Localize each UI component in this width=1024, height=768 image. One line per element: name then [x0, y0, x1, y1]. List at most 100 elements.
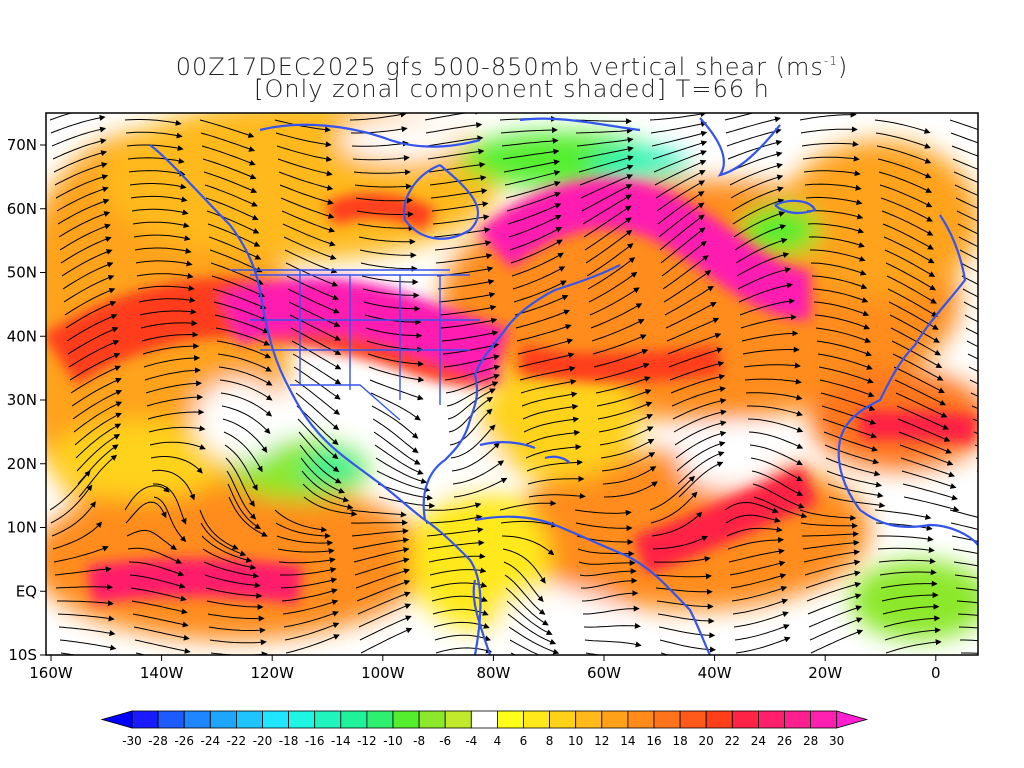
- streamline: [901, 470, 957, 489]
- streamline: [432, 214, 490, 225]
- streamline: [654, 159, 707, 186]
- streamline: [504, 170, 561, 186]
- streamline: [673, 409, 727, 433]
- streamline: [515, 309, 571, 329]
- streamline: [954, 574, 978, 579]
- streamline: [355, 197, 413, 204]
- streamline: [878, 171, 932, 193]
- streamline: [818, 366, 874, 384]
- streamline: [503, 159, 560, 173]
- colorbar-swatch: [810, 710, 838, 729]
- streamline: [803, 170, 861, 177]
- streamline: [214, 314, 270, 334]
- streamline: [204, 574, 261, 589]
- streamline: [509, 227, 563, 251]
- streamline: [508, 215, 562, 238]
- streamline: [577, 146, 634, 160]
- streamline: [302, 483, 354, 510]
- streamline: [580, 174, 634, 199]
- streamline: [292, 353, 342, 385]
- streamline: [437, 279, 495, 290]
- streamline: [131, 208, 189, 216]
- streamline: [499, 500, 557, 511]
- streamline: [977, 484, 978, 485]
- streamline: [880, 197, 933, 222]
- streamline: [579, 568, 637, 577]
- streamline: [209, 639, 267, 646]
- lon-tick-label: 140W: [140, 664, 184, 682]
- streamline: [276, 535, 334, 546]
- streamline: [365, 327, 423, 339]
- streamline: [427, 148, 485, 160]
- streamline: [821, 405, 877, 425]
- longitude-axis: 160W 140W 120W 100W 80W 60W 40W 20W 0: [29, 655, 941, 682]
- plot-frame: [45, 112, 979, 656]
- streamline: [584, 639, 642, 648]
- streamline: [368, 366, 425, 383]
- streamline: [513, 280, 567, 303]
- streamline: [426, 527, 484, 537]
- streamline: [445, 373, 500, 394]
- streamline: [522, 403, 579, 420]
- streamline: [53, 545, 109, 563]
- streamline: [650, 491, 698, 524]
- colorbar-label: -12: [357, 734, 377, 748]
- streamline: [674, 420, 727, 446]
- streamline: [377, 483, 433, 501]
- streamline: [823, 431, 878, 452]
- streamline: [523, 416, 580, 433]
- streamline: [349, 509, 407, 518]
- streamline: [281, 588, 338, 602]
- streamline: [814, 314, 871, 330]
- lon-tick-label: 80W: [476, 664, 510, 682]
- streamline: [276, 145, 333, 162]
- streamline: [667, 332, 722, 355]
- streamline: [202, 548, 257, 571]
- colorbar-label: -10: [383, 734, 403, 748]
- streamline: [959, 249, 978, 260]
- streamline: [129, 183, 187, 190]
- streamline: [659, 214, 705, 251]
- streamline: [885, 639, 942, 654]
- streamline: [893, 366, 945, 393]
- streamline: [799, 509, 857, 521]
- streamline: [828, 496, 886, 509]
- lon-tick-label: 40W: [698, 664, 732, 682]
- streamline: [145, 380, 202, 394]
- streamline: [658, 626, 716, 639]
- streamline: [505, 180, 561, 199]
- streamline: [501, 535, 555, 556]
- lon-tick-label: 60W: [587, 664, 621, 682]
- streamline: [299, 444, 342, 484]
- streamline: [581, 184, 633, 212]
- streamline: [506, 600, 553, 635]
- streamline: [49, 470, 91, 511]
- streamline: [974, 444, 978, 447]
- streamline: [132, 221, 190, 229]
- streamline: [516, 324, 572, 342]
- colorbar-swatch: [392, 710, 420, 729]
- streamline: [799, 113, 857, 121]
- streamline: [662, 255, 709, 290]
- streamline: [284, 249, 338, 274]
- streamline: [69, 352, 121, 381]
- colorbar-swatch: [183, 710, 211, 729]
- streamline: [274, 119, 331, 133]
- streamline: [503, 561, 544, 603]
- streamline: [360, 262, 418, 272]
- streamline: [597, 401, 653, 420]
- streamline: [896, 405, 950, 430]
- streamline: [603, 481, 658, 498]
- streamline: [127, 157, 185, 164]
- streamline: [288, 301, 341, 327]
- streamline: [902, 483, 958, 501]
- colorbar-swatch: [653, 710, 681, 729]
- streamline: [146, 394, 204, 407]
- streamline: [874, 119, 931, 134]
- streamline: [203, 561, 259, 579]
- streamline: [666, 317, 720, 342]
- streamline: [585, 229, 633, 264]
- streamline: [953, 171, 978, 183]
- colorbar-label: -6: [439, 734, 451, 748]
- streamline: [741, 330, 799, 342]
